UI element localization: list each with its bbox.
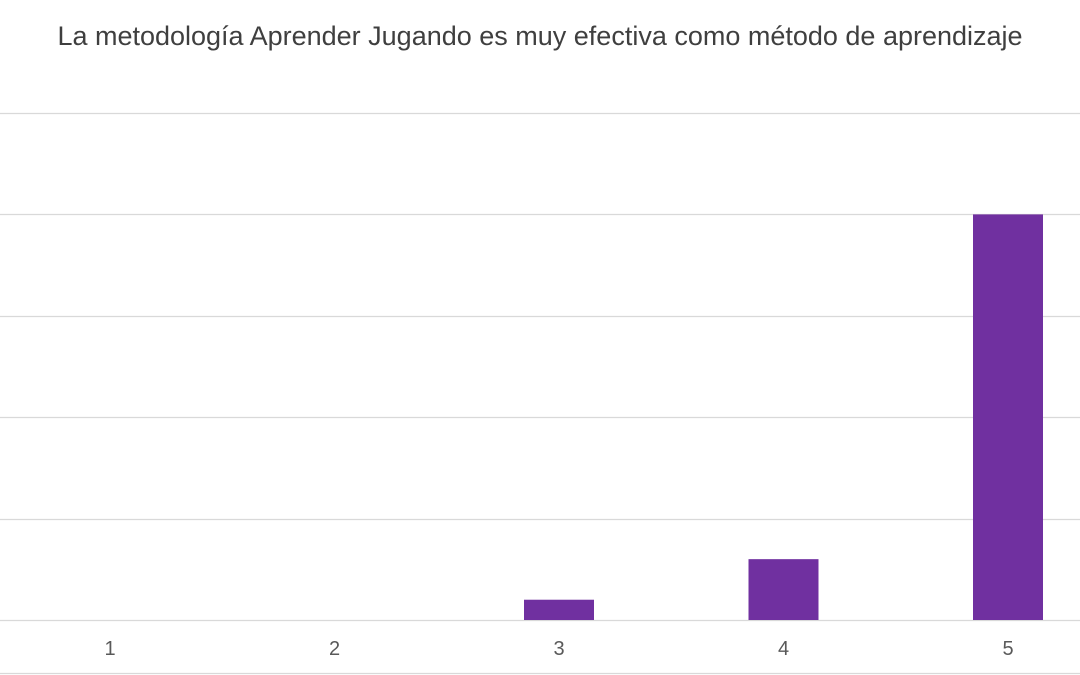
gridlines bbox=[0, 112, 1080, 675]
bar-series bbox=[524, 214, 1043, 620]
x-tick-label-1: 1 bbox=[104, 638, 115, 660]
x-axis-tick-labels: 1 2 3 4 5 bbox=[104, 638, 1013, 660]
chart-title: La metodología Aprender Jugando es muy e… bbox=[57, 21, 1023, 51]
bar-5 bbox=[973, 214, 1043, 620]
x-tick-label-2: 2 bbox=[329, 638, 340, 660]
x-tick-label-5: 5 bbox=[1002, 638, 1013, 660]
x-tick-label-3: 3 bbox=[553, 638, 564, 660]
x-tick-label-4: 4 bbox=[778, 638, 789, 660]
bar-4 bbox=[748, 559, 819, 620]
bar-3 bbox=[524, 599, 594, 620]
